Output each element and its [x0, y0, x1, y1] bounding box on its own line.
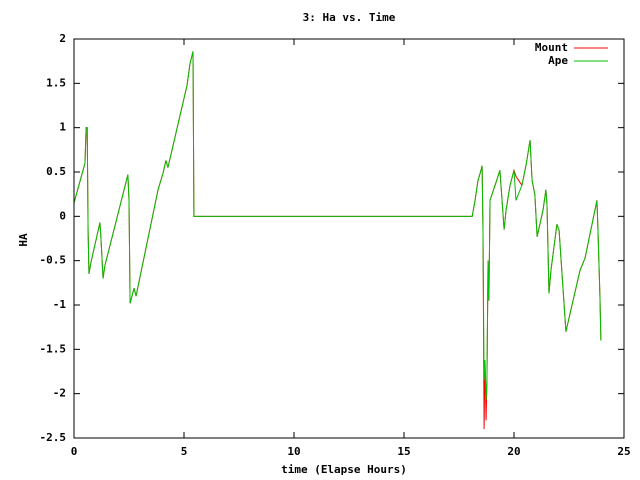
x-tick-label: 15	[397, 445, 410, 458]
y-tick-label: -2	[53, 387, 66, 400]
y-tick-label: 0.5	[46, 165, 66, 178]
x-tick-label: 10	[287, 445, 300, 458]
y-tick-label: -1	[53, 298, 67, 311]
x-tick-label: 5	[181, 445, 188, 458]
y-tick-label: -2.5	[40, 431, 67, 444]
y-axis-label: HA	[17, 233, 30, 247]
y-tick-label: 1.5	[46, 76, 66, 89]
x-tick-label: 25	[617, 445, 630, 458]
y-tick-label: 0	[59, 209, 66, 222]
y-tick-label: -1.5	[40, 342, 67, 355]
legend-label: Mount	[535, 41, 568, 54]
y-tick-label: 2	[59, 32, 66, 45]
legend-label: Ape	[548, 54, 568, 67]
plot-frame	[73, 38, 625, 439]
x-tick-label: 0	[71, 445, 78, 458]
y-tick-label: 1	[59, 121, 66, 134]
x-tick-label: 20	[507, 445, 520, 458]
y-tick-label: -0.5	[40, 254, 67, 267]
chart-title: 3: Ha vs. Time	[303, 11, 396, 24]
x-axis-label: time (Elapse Hours)	[281, 463, 407, 476]
series-line	[73, 51, 602, 400]
